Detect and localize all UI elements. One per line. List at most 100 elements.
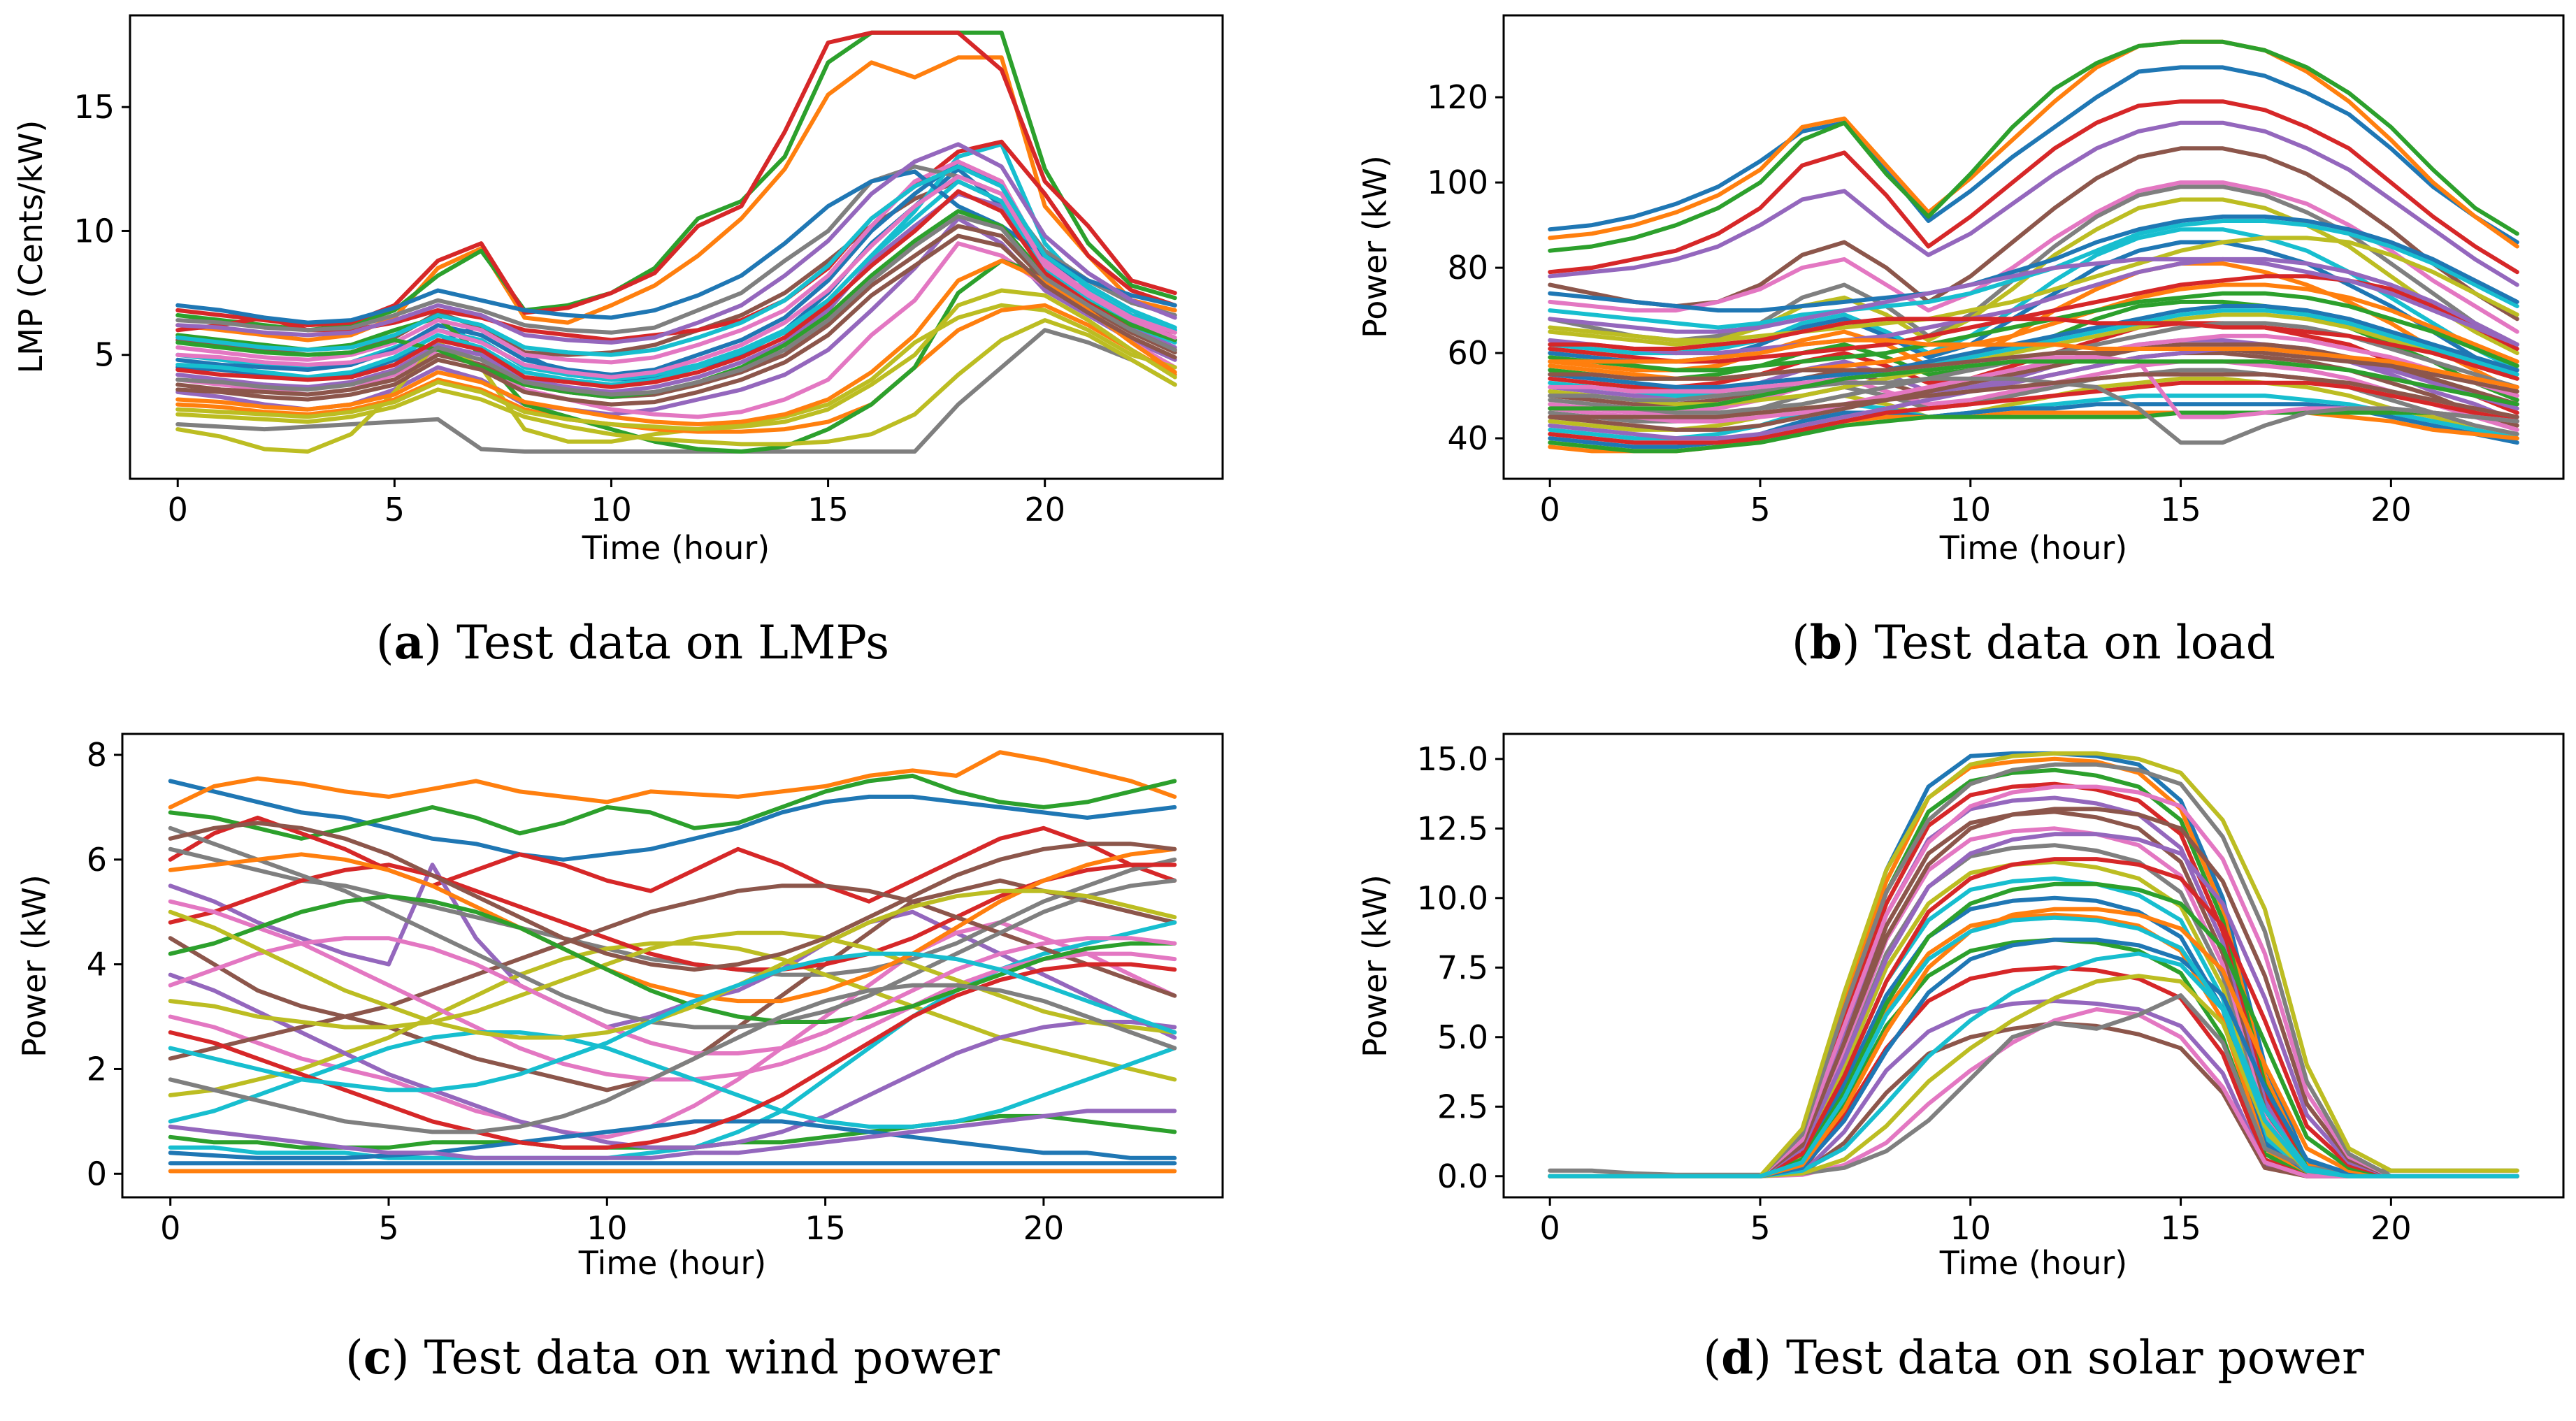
plot-area [168, 750, 1177, 1174]
caption-letter: b [1810, 615, 1842, 670]
axes-frame [1502, 14, 2565, 480]
series-line [1548, 937, 2519, 1178]
series-line [1548, 39, 2519, 249]
series-line [168, 899, 1177, 1082]
series-line [168, 821, 1177, 972]
series-line [1548, 912, 2519, 1178]
series-line [1548, 359, 2519, 432]
x-tick-label: 0 [160, 1209, 180, 1247]
series-line [175, 224, 1177, 399]
series-line [1548, 907, 2519, 1178]
x-tick-label: 0 [1540, 491, 1560, 528]
series-line [175, 328, 1177, 454]
series-line [175, 164, 1177, 357]
series-line [1548, 1020, 2519, 1178]
x-tick-label: 10 [1950, 1209, 1991, 1247]
series-line [168, 825, 1177, 1030]
caption-open-paren: ( [376, 616, 394, 670]
panel-caption: (a) Test data on LMPs [376, 615, 889, 670]
series-line [1548, 214, 2519, 313]
series-line [168, 951, 1177, 1092]
y-tick-label: 12.5 [1417, 809, 1488, 847]
chart-panel-d: 0 5 10 15 20 0.0 2.5 5.0 7.5 10.0 12.5 15.0 Time (ho… [1356, 733, 2565, 1385]
series-line [175, 30, 1177, 328]
y-tick-label: 40 [1447, 419, 1488, 457]
series-line [1548, 857, 2519, 1178]
series-line [1548, 291, 2519, 373]
panel-caption: (d) Test data on solar power [1703, 1330, 2364, 1385]
series-line [175, 192, 1177, 394]
series-line [175, 174, 1177, 380]
x-tick-label: 10 [587, 1209, 628, 1247]
x-tick-label: 15 [805, 1209, 846, 1247]
series-line [1548, 65, 2519, 245]
y-tick-label: 120 [1427, 78, 1488, 116]
series-line [1548, 1007, 2519, 1178]
y-axis-label: Power (kW) [15, 874, 53, 1058]
series-line [1548, 257, 2519, 347]
x-tick-label: 5 [384, 491, 405, 528]
x-tick-label: 10 [1950, 491, 1991, 528]
x-tick-label: 20 [1023, 1209, 1065, 1247]
series-line [168, 888, 1177, 1040]
series-line [168, 1030, 1177, 1129]
caption-text: Test data on wind power [424, 1331, 1000, 1385]
x-tick-label: 5 [1750, 491, 1770, 528]
y-axis-label: Power (kW) [1356, 155, 1394, 338]
series-line [1548, 39, 2519, 253]
series-line [1548, 795, 2519, 1178]
series-line [168, 972, 1177, 1150]
series-line [168, 846, 1177, 977]
series-line [1548, 333, 2519, 424]
chart-panel-c: 0 5 10 15 20 0 2 4 6 8 Time (hour) Power (kW) (c) Te… [15, 733, 1224, 1385]
y-tick-label: 0 [87, 1155, 107, 1192]
series-line [168, 983, 1177, 1134]
y-tick-label: 5.0 [1437, 1018, 1488, 1056]
caption-open-paren: ( [345, 1331, 364, 1385]
series-line [168, 930, 1177, 1034]
series-line [1548, 359, 2519, 411]
series-line [175, 142, 1177, 345]
series-line [175, 55, 1177, 342]
plot-area [175, 30, 1177, 454]
plot-area [1548, 39, 2519, 454]
series-line [1548, 751, 2519, 1178]
x-tick-label: 5 [1750, 1209, 1770, 1247]
x-tick-label: 20 [1024, 491, 1065, 528]
panel-caption: (b) Test data on load [1792, 615, 2275, 670]
series-line [168, 863, 1177, 1040]
series-line [1548, 376, 2519, 445]
axes-frame [129, 14, 1224, 480]
series-line [175, 189, 1177, 389]
y-axis-label: LMP (Cents/kW) [12, 120, 50, 374]
x-axis-label: Time (hour) [582, 529, 770, 567]
caption-letter: c [364, 1330, 391, 1385]
x-tick-label: 15 [2160, 491, 2201, 528]
y-tick-label: 15 [73, 88, 115, 126]
caption-close-paren: ) [1753, 1331, 1786, 1385]
series-line [1548, 915, 2519, 1178]
series-line [1548, 372, 2519, 419]
x-axis-label: Time (hour) [578, 1244, 766, 1282]
x-tick-label: 20 [2370, 491, 2412, 528]
series-line [175, 303, 1177, 434]
y-axis-label: Power (kW) [1356, 874, 1394, 1058]
y-tick-label: 15.0 [1417, 740, 1488, 778]
caption-text: Test data on load [1875, 616, 2275, 670]
caption-open-paren: ( [1703, 1331, 1721, 1385]
panel-caption: (c) Test data on wind power [345, 1330, 1000, 1385]
series-line [1548, 860, 2519, 1178]
x-tick-label: 5 [378, 1209, 398, 1247]
series-line [1548, 347, 2519, 394]
caption-close-paren: ) [391, 1331, 424, 1385]
plot-area [1548, 751, 2519, 1178]
series-line [1548, 338, 2519, 389]
series-line [175, 214, 1177, 397]
series-line [1548, 257, 2519, 356]
y-tick-label: 2.5 [1437, 1088, 1488, 1125]
caption-text: Test data on LMPs [456, 616, 889, 670]
axes-frame [1502, 733, 2565, 1199]
series-line [175, 288, 1177, 432]
series-line [168, 1119, 1177, 1160]
